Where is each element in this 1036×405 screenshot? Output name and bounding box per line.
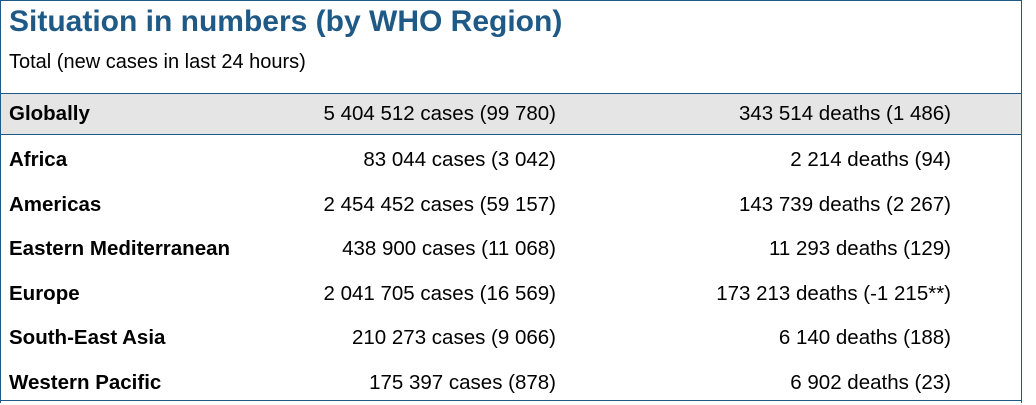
region-label: Western Pacific: [9, 371, 161, 395]
table-row-africa: Africa 83 044 cases (3 042) 2 214 deaths…: [1, 138, 1021, 183]
bottom-divider: [0, 400, 1022, 401]
table-row-europe: Europe 2 041 705 cases (16 569) 173 213 …: [1, 272, 1021, 317]
deaths-value: 343 514 deaths (1 486): [739, 102, 951, 126]
cases-value: 5 404 512 cases (99 780): [324, 102, 557, 126]
deaths-value: 143 739 deaths (2 267): [739, 193, 951, 217]
cases-value: 83 044 cases (3 042): [363, 148, 556, 172]
cases-value: 210 273 cases (9 066): [352, 326, 556, 350]
table-row-south-east-asia: South-East Asia 210 273 cases (9 066) 6 …: [1, 316, 1021, 361]
table-row-western-pacific: Western Pacific 175 397 cases (878) 6 90…: [1, 361, 1021, 405]
deaths-value: 2 214 deaths (94): [790, 148, 951, 172]
deaths-value: 6 902 deaths (23): [790, 371, 951, 395]
table-row-eastern-mediterranean: Eastern Mediterranean 438 900 cases (11 …: [1, 227, 1021, 272]
page-subtitle: Total (new cases in last 24 hours): [9, 51, 306, 74]
deaths-value: 6 140 deaths (188): [779, 326, 951, 350]
table-row-globally: Globally 5 404 512 cases (99 780) 343 51…: [1, 93, 1021, 135]
region-label: Europe: [9, 282, 80, 306]
table-row-americas: Americas 2 454 452 cases (59 157) 143 73…: [1, 183, 1021, 228]
cases-value: 2 454 452 cases (59 157): [324, 193, 557, 217]
region-label: Americas: [9, 193, 101, 217]
region-table: Globally 5 404 512 cases (99 780) 343 51…: [1, 93, 1021, 405]
cases-value: 2 041 705 cases (16 569): [324, 282, 557, 306]
page-title: Situation in numbers (by WHO Region): [9, 5, 562, 39]
deaths-value: 173 213 deaths (-1 215**): [716, 282, 951, 306]
deaths-value: 11 293 deaths (129): [769, 237, 951, 261]
region-label: Globally: [9, 102, 90, 126]
cases-value: 438 900 cases (11 068): [342, 237, 556, 261]
region-label: South-East Asia: [9, 326, 165, 350]
cases-value: 175 397 cases (878): [369, 371, 556, 395]
region-label: Africa: [9, 148, 67, 172]
region-label: Eastern Mediterranean: [9, 237, 230, 261]
